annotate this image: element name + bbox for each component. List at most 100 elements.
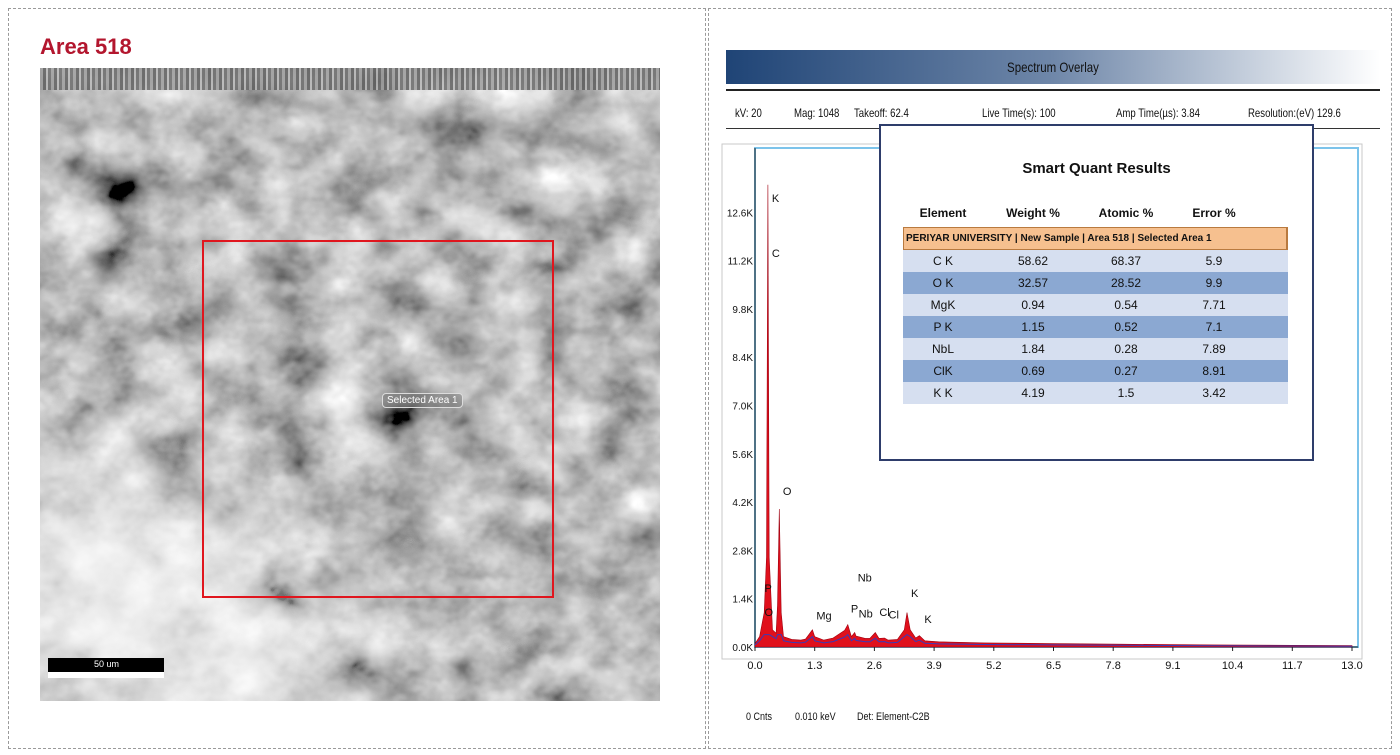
peak-label: P: [765, 583, 772, 595]
cell-atomic: 0.52: [1114, 320, 1138, 334]
x-tick-label: 7.8: [1106, 660, 1121, 672]
stat-takeoff: Takeoff: 62.4: [854, 106, 909, 120]
spectrum-overlay-line: [754, 633, 1353, 647]
cell-weight: 1.15: [1021, 320, 1045, 334]
smart-quant-table: PERIYAR UNIVERSITY | New Sample | Area 5…: [903, 227, 1288, 404]
smart-quant-title: Smart Quant Results: [1022, 160, 1171, 177]
header-error: Error %: [1192, 206, 1236, 220]
x-tick-label: 3.9: [926, 660, 941, 672]
cell-error: 5.9: [1205, 254, 1223, 268]
y-tick-label: 7.0K: [732, 402, 753, 413]
table-row: MgK 0.94 0.54 7.71: [903, 294, 1288, 316]
y-tick-label: 8.4K: [732, 353, 753, 364]
x-tick-label: 5.2: [986, 660, 1001, 672]
table-row: C K 58.62 68.37 5.9: [903, 250, 1288, 272]
cell-element: MgK: [930, 298, 956, 312]
y-tick-label: 11.2K: [728, 257, 754, 268]
stat-kv: kV: 20: [735, 106, 762, 120]
table-row: K K 4.19 1.5 3.42: [903, 382, 1288, 404]
sem-texture: [40, 68, 660, 701]
footer-counts: 0 Cnts: [746, 711, 773, 723]
table-row: O K 32.57 28.52 9.9: [903, 272, 1288, 294]
cell-weight: 58.62: [1017, 254, 1049, 268]
peak-label: K: [924, 614, 932, 626]
x-tick-label: 11.7: [1282, 660, 1303, 672]
peak-label: Nb: [858, 572, 872, 584]
x-tick-label: 9.1: [1165, 660, 1180, 672]
peak-label: Cl: [889, 610, 899, 622]
y-tick-label: 2.8K: [732, 546, 753, 557]
x-tick-label: 13.0: [1341, 660, 1362, 672]
cell-element: ClK: [933, 364, 953, 378]
header-element: Element: [919, 206, 967, 220]
scale-bar-white: [48, 672, 164, 678]
peak-label: O: [783, 486, 792, 498]
cell-error: 3.42: [1202, 386, 1226, 400]
cell-atomic: 0.54: [1114, 298, 1138, 312]
cell-weight: 1.84: [1021, 342, 1045, 356]
stat-live-time: Live Time(s): 100: [982, 106, 1056, 120]
cell-atomic: 0.28: [1114, 342, 1138, 356]
x-tick-label: 1.3: [807, 660, 822, 672]
spectrum-area: [754, 184, 1353, 648]
cell-weight: 0.94: [1021, 298, 1045, 312]
header-divider: [726, 89, 1380, 91]
cell-weight: 32.57: [1017, 276, 1049, 290]
cell-element: C K: [932, 254, 953, 268]
cell-element: K K: [933, 386, 953, 400]
smart-quant-panel: Smart Quant Results Element Weight % Ato…: [879, 124, 1314, 461]
cell-weight: 4.19: [1021, 386, 1045, 400]
table-row: NbL 1.84 0.28 7.89: [903, 338, 1288, 360]
footer-detector: Det: Element-C2B: [857, 711, 930, 723]
table-row: ClK 0.69 0.27 8.91: [903, 360, 1288, 382]
scale-bar: 50 um: [48, 658, 164, 688]
y-tick-label: 1.4K: [732, 595, 753, 606]
cell-element: NbL: [931, 342, 954, 356]
cell-error: 7.1: [1205, 320, 1223, 334]
peak-label: Nb: [859, 609, 873, 621]
selection-rectangle[interactable]: [202, 240, 554, 598]
x-tick-label: 10.4: [1222, 660, 1243, 672]
sample-banner: PERIYAR UNIVERSITY | New Sample | Area 5…: [903, 227, 1288, 250]
x-tick-label: 6.5: [1046, 660, 1061, 672]
peak-label: K: [772, 193, 780, 205]
cell-error: 7.71: [1202, 298, 1226, 312]
stat-mag: Mag: 1048: [794, 106, 840, 120]
scale-bar-black: [48, 658, 164, 672]
scale-bar-label: 50 um: [94, 659, 120, 669]
spectrum-title: Spectrum Overlay: [1007, 59, 1099, 75]
footer-energy: 0.010 keV: [795, 711, 836, 723]
sem-micrograph: Selected Area 1 50 um: [40, 68, 660, 701]
cell-atomic: 1.5: [1117, 386, 1135, 400]
table-row: P K 1.15 0.52 7.1: [903, 316, 1288, 338]
stat-amp-time: Amp Time(µs): 3.84: [1116, 106, 1200, 120]
header-weight: Weight %: [1006, 206, 1060, 220]
header-atomic: Atomic %: [1098, 206, 1154, 220]
cell-atomic: 68.37: [1110, 254, 1142, 268]
y-tick-label: 12.6K: [727, 208, 753, 219]
cell-element: O K: [932, 276, 954, 290]
y-tick-label: 4.2K: [732, 498, 753, 509]
stat-resolution: Resolution:(eV) 129.6: [1248, 106, 1341, 120]
sem-surface-edge: [40, 68, 660, 90]
y-tick-label: 0.0K: [732, 643, 753, 654]
x-tick-label: 2.6: [867, 660, 882, 672]
cell-error: 7.89: [1202, 342, 1226, 356]
x-tick-label: 0.0: [747, 660, 762, 672]
peak-label: P: [851, 604, 858, 616]
selection-label[interactable]: Selected Area 1: [382, 393, 463, 408]
spectrum-header: Spectrum Overlay: [726, 50, 1380, 84]
cell-atomic: 0.27: [1114, 364, 1138, 378]
cell-error: 9.9: [1205, 276, 1223, 290]
peak-label: K: [911, 588, 919, 600]
cell-element: P K: [933, 320, 953, 334]
y-tick-label: 9.8K: [732, 305, 753, 316]
peak-label: C: [772, 248, 780, 260]
peak-label: Cl: [879, 607, 889, 619]
cell-weight: 0.69: [1021, 364, 1045, 378]
peak-label: O: [765, 607, 774, 619]
cell-atomic: 28.52: [1110, 276, 1142, 290]
area-title: Area 518: [40, 34, 132, 59]
cell-error: 8.91: [1202, 364, 1226, 378]
peak-label: Mg: [816, 610, 831, 622]
